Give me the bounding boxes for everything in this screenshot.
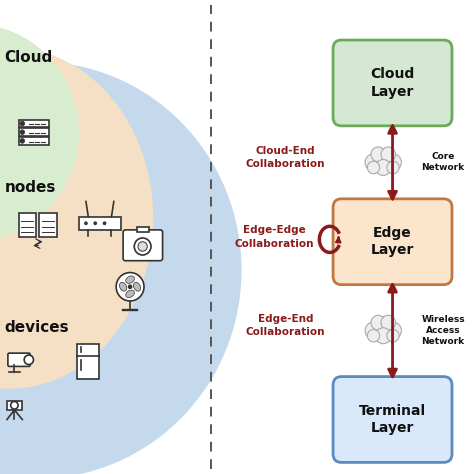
FancyBboxPatch shape (18, 128, 49, 136)
FancyBboxPatch shape (123, 230, 163, 261)
Text: Edge
Layer: Edge Layer (371, 226, 414, 257)
Text: Edge-End
Collaboration: Edge-End Collaboration (246, 314, 326, 337)
FancyBboxPatch shape (77, 344, 99, 379)
Circle shape (371, 147, 385, 162)
FancyBboxPatch shape (39, 213, 57, 237)
FancyBboxPatch shape (8, 353, 30, 366)
Circle shape (128, 284, 132, 289)
FancyBboxPatch shape (137, 227, 149, 232)
Ellipse shape (126, 290, 135, 298)
Text: Terminal
Layer: Terminal Layer (359, 404, 426, 435)
FancyBboxPatch shape (333, 376, 452, 463)
Ellipse shape (119, 283, 127, 291)
Text: Wireless
Access
Network: Wireless Access Network (421, 315, 465, 346)
Circle shape (138, 242, 147, 251)
Circle shape (93, 221, 97, 225)
Ellipse shape (0, 24, 79, 242)
FancyBboxPatch shape (18, 120, 49, 127)
Circle shape (24, 355, 34, 365)
Ellipse shape (0, 47, 153, 389)
Circle shape (0, 62, 242, 474)
Circle shape (84, 221, 88, 225)
Circle shape (134, 238, 151, 255)
Circle shape (375, 328, 391, 344)
Circle shape (375, 159, 391, 175)
Circle shape (367, 161, 380, 174)
FancyBboxPatch shape (7, 401, 22, 410)
Circle shape (372, 149, 394, 172)
Circle shape (116, 273, 144, 301)
Circle shape (381, 147, 395, 162)
Text: Cloud: Cloud (5, 50, 53, 64)
Circle shape (103, 221, 106, 225)
Circle shape (387, 329, 399, 342)
Circle shape (365, 154, 382, 171)
Circle shape (384, 322, 401, 339)
Text: Edge-Edge
Collaboration: Edge-Edge Collaboration (234, 226, 314, 248)
Circle shape (365, 322, 382, 339)
Circle shape (20, 138, 25, 143)
FancyBboxPatch shape (18, 137, 49, 145)
Text: Cloud
Layer: Cloud Layer (370, 67, 415, 99)
FancyBboxPatch shape (79, 217, 121, 230)
Ellipse shape (126, 276, 135, 283)
Circle shape (20, 130, 25, 135)
Circle shape (371, 315, 385, 330)
Circle shape (367, 329, 380, 342)
FancyBboxPatch shape (333, 199, 452, 284)
Text: devices: devices (5, 320, 69, 335)
Text: Cloud-End
Collaboration: Cloud-End Collaboration (246, 146, 326, 169)
Text: nodes: nodes (5, 180, 56, 195)
FancyBboxPatch shape (333, 40, 452, 126)
Text: Core
Network: Core Network (421, 152, 465, 173)
FancyBboxPatch shape (18, 213, 36, 237)
Circle shape (11, 401, 18, 409)
Circle shape (384, 154, 401, 171)
Circle shape (372, 317, 394, 340)
Circle shape (381, 315, 395, 330)
Circle shape (20, 121, 25, 126)
Ellipse shape (133, 283, 141, 291)
Circle shape (387, 161, 399, 174)
